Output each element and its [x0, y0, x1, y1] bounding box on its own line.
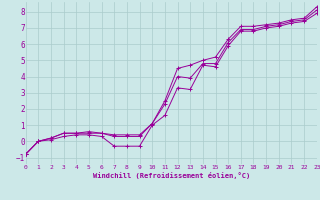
- X-axis label: Windchill (Refroidissement éolien,°C): Windchill (Refroidissement éolien,°C): [92, 172, 250, 179]
